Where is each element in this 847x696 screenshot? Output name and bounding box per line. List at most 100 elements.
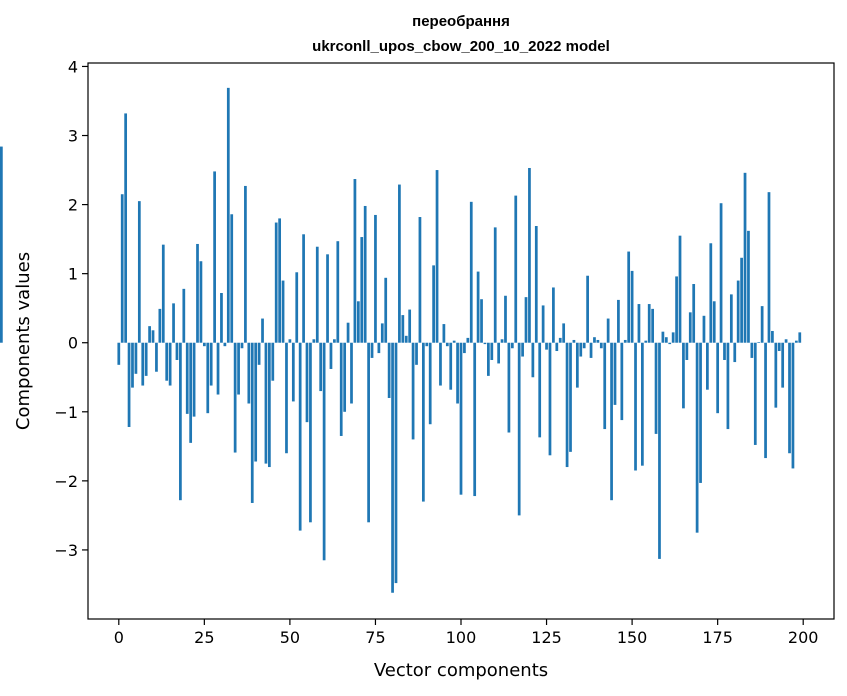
- bar: [777, 342, 781, 352]
- bar: [408, 309, 412, 343]
- bar: [706, 342, 709, 390]
- bar: [483, 342, 487, 345]
- bar: [391, 342, 394, 593]
- bar: [322, 342, 326, 561]
- bar: [771, 330, 774, 343]
- bar: [740, 257, 743, 343]
- bar: [528, 167, 531, 343]
- bar: [531, 342, 535, 378]
- bar: [141, 342, 145, 386]
- bar: [182, 288, 186, 343]
- bar: [452, 340, 456, 343]
- bar: [555, 342, 559, 352]
- x-tick-label: 50: [280, 628, 300, 647]
- x-axis-label: Vector components: [374, 660, 548, 681]
- x-tick-label: 75: [365, 628, 385, 647]
- bar: [363, 205, 367, 343]
- bar: [695, 342, 699, 533]
- x-tick-label: 25: [194, 628, 214, 647]
- bar: [209, 342, 213, 386]
- x-tick-label: 100: [446, 628, 477, 647]
- bar: [196, 243, 199, 343]
- bar: [127, 342, 131, 427]
- bar: [476, 271, 480, 343]
- chart-subtitle: ukrconll_upos_cbow_200_10_2022 model: [312, 38, 610, 55]
- bar: [702, 315, 706, 343]
- y-tick-label: −3: [54, 541, 78, 560]
- bar: [562, 323, 566, 343]
- bar: [247, 342, 251, 404]
- bar: [798, 332, 802, 343]
- bar: [439, 342, 442, 386]
- bar: [678, 235, 682, 343]
- bar: [599, 342, 603, 349]
- bar: [192, 342, 196, 417]
- bar: [442, 324, 446, 343]
- bar: [158, 308, 162, 343]
- y-axis-ticks: −3 −2 −1 0 1 2 3 4: [54, 57, 88, 560]
- bar: [500, 339, 504, 343]
- bar: [401, 315, 405, 343]
- bar: [250, 342, 254, 503]
- y-tick-label: −1: [54, 403, 78, 422]
- bar: [654, 342, 658, 434]
- bar: [346, 322, 350, 343]
- x-tick-label: 125: [531, 628, 562, 647]
- bar: [155, 342, 158, 372]
- bar: [343, 342, 347, 412]
- bar: [791, 342, 795, 469]
- bar: [339, 342, 343, 436]
- bar: [558, 337, 562, 343]
- y-axis-label: Components values: [13, 252, 34, 430]
- bar: [428, 342, 432, 425]
- bar: [144, 342, 148, 376]
- x-tick-label: 200: [788, 628, 819, 647]
- bar: [716, 342, 720, 414]
- bar: [747, 230, 750, 343]
- bar: [185, 342, 189, 414]
- bar: [545, 342, 548, 350]
- bar: [295, 272, 299, 343]
- bar: [651, 308, 655, 343]
- bar: [202, 342, 206, 347]
- bar: [603, 342, 607, 430]
- bar: [582, 342, 586, 349]
- bar: [360, 237, 364, 343]
- bar: [302, 234, 305, 343]
- bar: [131, 342, 134, 388]
- y-tick-label: 3: [68, 127, 78, 146]
- bar: [767, 192, 771, 343]
- bar: [634, 342, 637, 471]
- bar: [572, 339, 576, 343]
- bar: [781, 342, 785, 388]
- bar: [469, 201, 473, 343]
- bar: [487, 342, 490, 376]
- bar: [685, 342, 689, 360]
- bar: [398, 184, 401, 343]
- bar: [661, 331, 665, 343]
- bar: [350, 342, 353, 404]
- bar: [596, 339, 600, 343]
- y-tick-label: 4: [68, 57, 78, 76]
- bar: [230, 214, 234, 343]
- bar: [736, 280, 740, 343]
- bar: [668, 342, 672, 345]
- bar: [148, 326, 151, 343]
- bar: [459, 342, 463, 495]
- bar: [675, 276, 678, 343]
- bar: [387, 342, 391, 398]
- bar: [298, 342, 302, 531]
- bar: [305, 342, 309, 423]
- bar: [175, 342, 179, 360]
- bar: [480, 299, 483, 343]
- bar: [764, 342, 767, 459]
- bar: [309, 342, 312, 523]
- bar: [288, 339, 292, 343]
- bar: [374, 214, 377, 343]
- bar: [637, 304, 641, 343]
- bar: [333, 339, 336, 343]
- bar: [524, 297, 528, 343]
- bar: [517, 342, 521, 516]
- bar: [784, 339, 788, 343]
